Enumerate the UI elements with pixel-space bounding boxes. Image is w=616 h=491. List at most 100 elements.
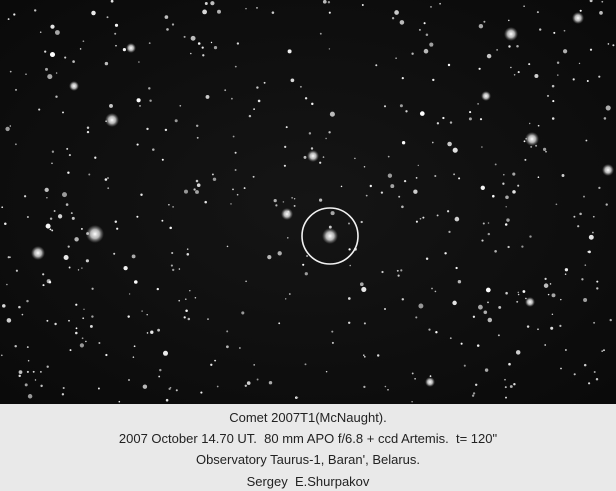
star [109,103,113,108]
star [340,185,343,188]
star [348,222,350,225]
star [196,136,199,139]
star [401,298,405,301]
star [310,147,314,150]
star [141,310,143,312]
caption-background [0,404,616,491]
star [283,164,286,167]
star [422,216,425,219]
star [512,190,516,194]
star [478,67,481,70]
star [401,205,404,209]
star [284,298,287,300]
star [403,179,407,183]
star [81,337,84,340]
star [572,78,575,81]
star [256,86,259,89]
star [178,268,181,270]
star [49,217,53,220]
star [583,195,585,198]
star [159,368,162,372]
star [504,386,507,389]
star [363,166,366,168]
star [347,297,351,300]
star [596,287,599,290]
star [6,318,12,323]
star [150,330,154,334]
star [449,121,453,124]
star [311,102,314,106]
star [136,143,139,146]
star [363,354,365,357]
star [559,324,562,328]
star [217,9,221,14]
star [15,143,17,146]
star [452,147,458,153]
star [591,231,594,234]
star [71,216,75,220]
star [430,6,432,8]
star [599,11,603,15]
star [306,254,309,258]
star [592,215,595,218]
star [213,45,218,50]
star [98,342,101,344]
star [449,337,452,340]
star [241,311,245,315]
star [384,385,387,388]
star [174,119,178,123]
star [380,191,384,194]
star [549,283,552,285]
star [463,364,466,367]
star [446,210,450,213]
star [231,97,233,100]
star [564,268,569,272]
star [395,57,397,60]
star [411,401,413,403]
star [429,42,434,47]
star [201,46,204,49]
star [330,211,335,216]
star [327,1,331,4]
star [40,384,43,388]
star [513,74,516,76]
star [138,61,140,63]
star [481,239,484,242]
star [494,163,497,166]
star [504,223,508,226]
star [107,177,109,179]
star [401,77,404,80]
star [561,174,565,177]
star [425,33,429,36]
star [573,215,576,218]
star [448,230,451,234]
star [598,186,601,190]
star [26,346,29,349]
star [460,342,463,345]
star [190,35,196,41]
star [257,99,261,103]
star [132,356,135,358]
star [282,201,285,203]
star [517,293,520,296]
star [603,349,605,352]
star [455,266,458,270]
star [293,198,296,200]
star [399,104,403,108]
star [275,204,278,207]
star [146,127,149,131]
star [579,9,582,12]
star [67,171,70,174]
star [226,345,229,349]
star [236,193,239,196]
star [551,84,555,88]
star [166,28,169,31]
star [418,303,424,309]
star [585,139,588,142]
star [263,81,266,84]
star [589,48,593,51]
star [487,232,491,236]
star [442,116,445,120]
star [195,190,199,194]
star [44,50,47,53]
